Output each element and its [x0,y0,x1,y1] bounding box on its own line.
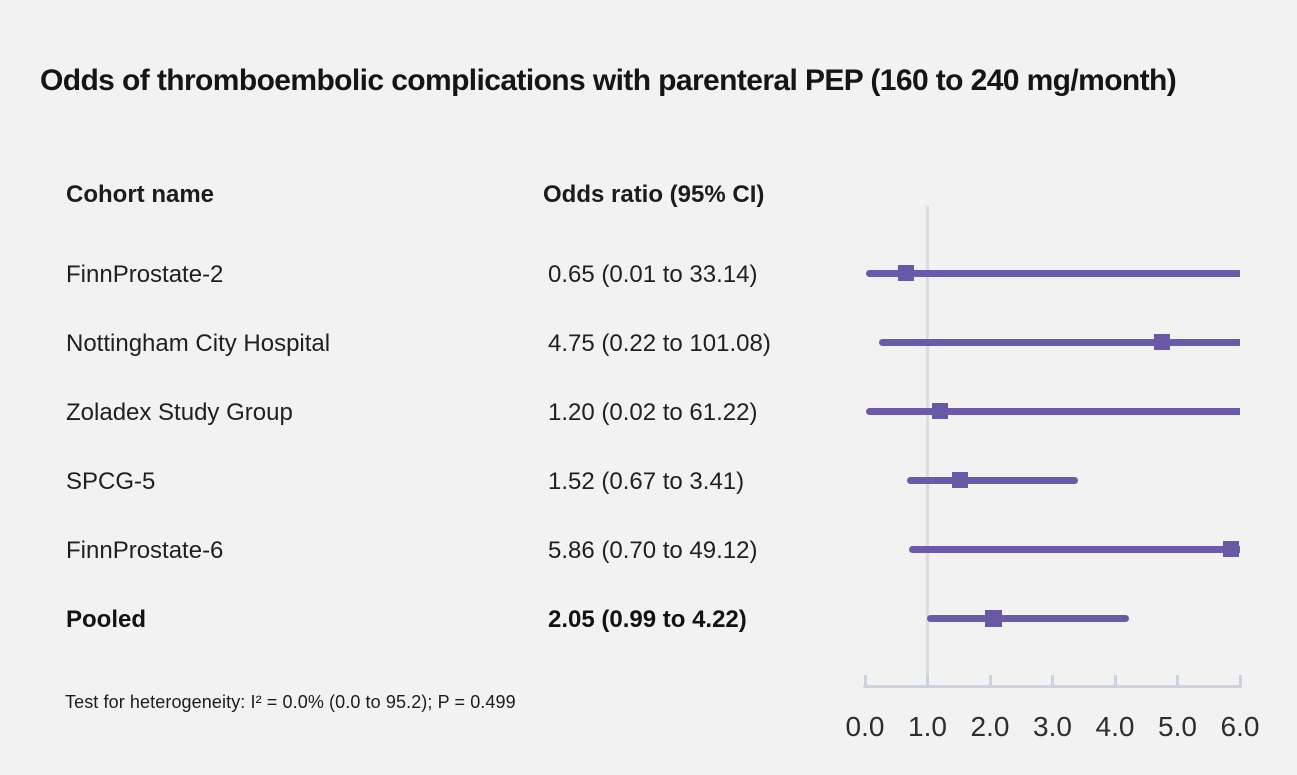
x-axis-tick [926,675,929,685]
x-axis-tick-label: 5.0 [1158,711,1197,742]
reference-line [926,206,929,688]
x-axis-line [863,685,1242,688]
cohort-label: FinnProstate-2 [66,261,224,288]
x-axis-tick [863,675,867,685]
confidence-interval-line [865,269,1240,277]
confidence-interval-line [926,614,1129,622]
x-axis-tick [1113,675,1117,685]
cohort-label: SPCG-5 [66,468,156,495]
odds-ratio-value: 1.52 (0.67 to 3.41) [548,468,745,495]
point-estimate-marker [932,403,948,419]
x-axis-tick-label: 2.0 [970,711,1010,742]
confidence-interval-line [866,407,1240,415]
confidence-interval-line [908,545,1240,553]
point-estimate-marker [1223,541,1240,557]
pooled-estimate-marker [984,609,1002,627]
point-estimate-marker [897,265,914,281]
x-axis-tick [988,675,992,685]
cohort-label-pooled: Pooled [66,606,147,633]
chart-title: Odds of thromboembolic complications wit… [40,64,1177,97]
column-header-odds-ratio: Odds ratio (95% CI) [543,181,765,208]
x-axis-tick [1176,675,1179,685]
cohort-label: FinnProstate-6 [66,537,224,564]
x-axis-tick-label: 0.0 [845,711,885,742]
x-axis-tick-label: 3.0 [1033,711,1072,742]
x-axis-tick [1238,675,1242,685]
x-axis-tick-label: 1.0 [908,711,947,742]
point-estimate-marker [952,472,968,488]
odds-ratio-value: 1.20 (0.02 to 61.22) [548,399,758,426]
odds-ratio-value: 5.86 (0.70 to 49.12) [548,537,758,564]
odds-ratio-value: 4.75 (0.22 to 101.08) [548,330,771,357]
cohort-label: Zoladex Study Group [66,399,293,426]
x-axis-tick-label: 6.0 [1220,711,1260,742]
column-header-cohort-name: Cohort name [66,181,215,208]
x-axis-tick [1051,675,1054,685]
point-estimate-marker [1153,334,1170,350]
confidence-interval-line [906,476,1079,484]
confidence-interval-line [878,338,1240,346]
x-axis-tick-label: 4.0 [1095,711,1135,742]
odds-ratio-value-pooled: 2.05 (0.99 to 4.22) [548,606,747,633]
cohort-label: Nottingham City Hospital [66,330,331,357]
heterogeneity-footnote: Test for heterogeneity: I² = 0.0% (0.0 t… [65,692,516,712]
odds-ratio-value: 0.65 (0.01 to 33.14) [548,261,758,288]
